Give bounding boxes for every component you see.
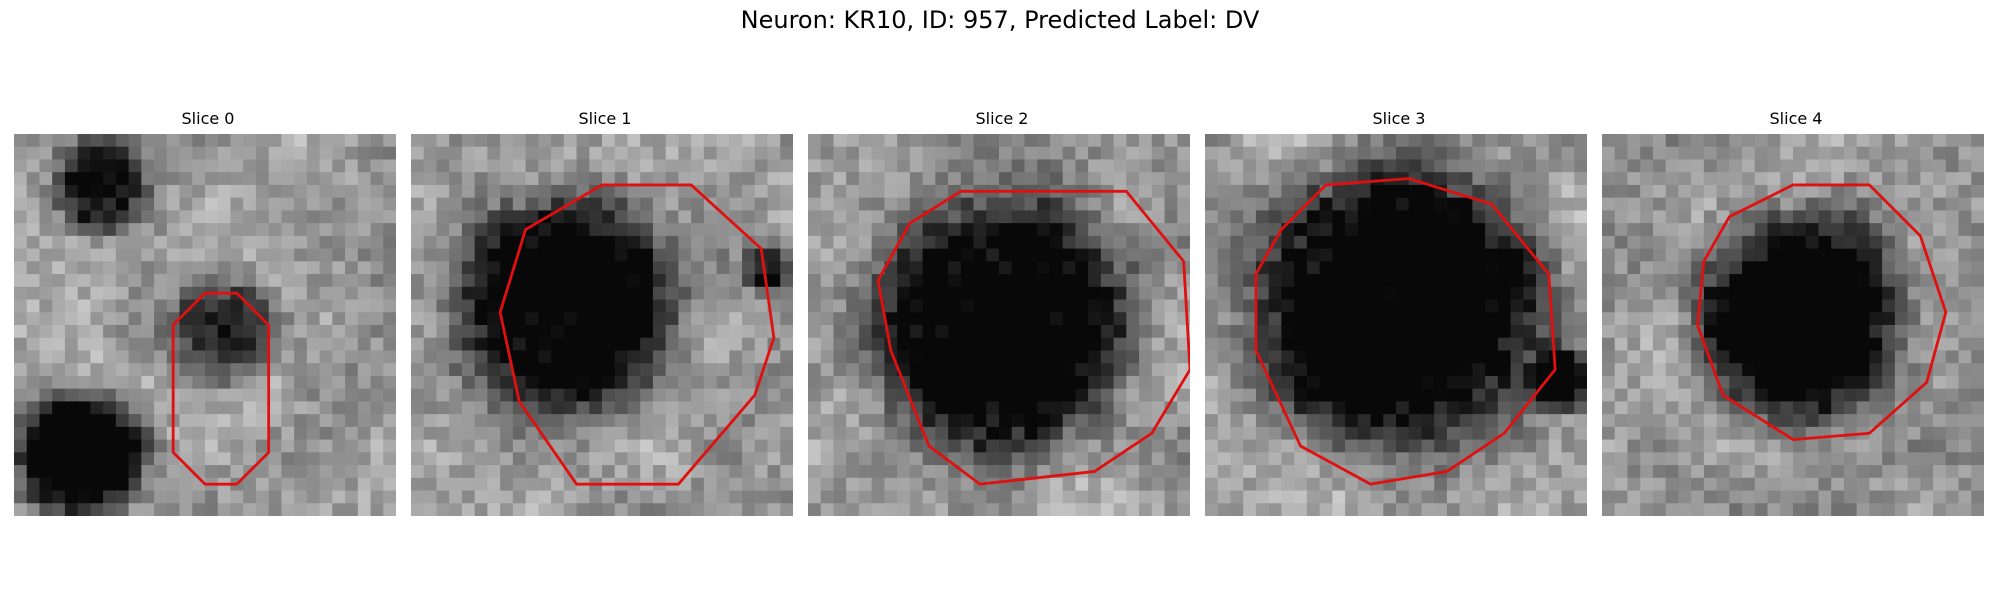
figure-title: Neuron: KR10, ID: 957, Predicted Label: … (740, 6, 1260, 34)
slice-title: Slice 3 (1372, 109, 1426, 128)
slice-image (808, 134, 1190, 516)
roi-contour (1696, 183, 1948, 442)
roi-contour (498, 183, 776, 486)
roi-contour (171, 291, 271, 486)
slice-title: Slice 4 (1769, 109, 1823, 128)
slice-image (411, 134, 793, 516)
slice-panel-3: Slice 3 (1205, 108, 1593, 516)
slice-title: Slice 0 (181, 109, 235, 128)
roi-contour (1254, 177, 1557, 486)
roi-contour (876, 189, 1190, 486)
pixel-grid (411, 134, 793, 516)
slice-panel-0: Slice 0 (14, 108, 402, 516)
slice-panel-1: Slice 1 (411, 108, 799, 516)
pixel-grid (1205, 134, 1587, 516)
slice-image (1602, 134, 1984, 516)
slice-image (14, 134, 396, 516)
pixel-grid (1602, 134, 1984, 516)
slice-panel-4: Slice 4 (1602, 108, 1990, 516)
slice-title: Slice 1 (578, 109, 632, 128)
slice-panel-2: Slice 2 (808, 108, 1196, 516)
slice-image (1205, 134, 1587, 516)
slice-title: Slice 2 (975, 109, 1029, 128)
pixel-grid (14, 134, 396, 516)
